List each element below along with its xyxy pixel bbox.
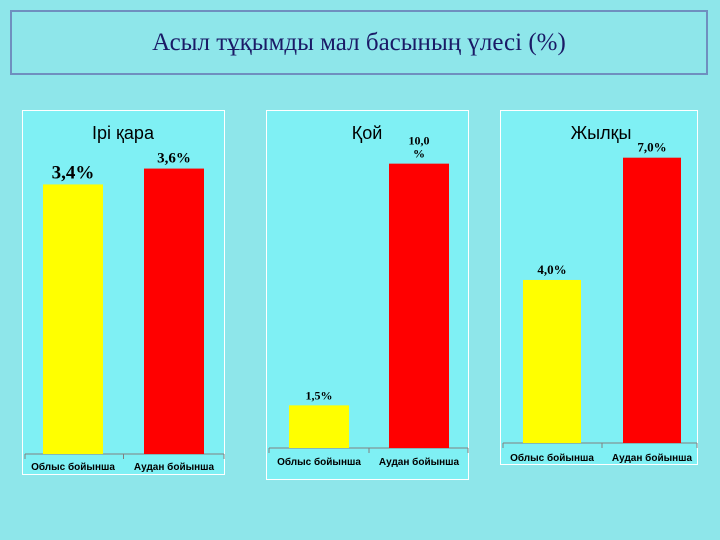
- category-label: Аудан бойынша: [612, 452, 693, 464]
- bar-audan: [144, 168, 204, 455]
- chart-koi: Қой 1,5% Облыс бойынша 10,0 % Аудан бойынша: [268, 123, 469, 468]
- chart-title: Қой: [352, 123, 383, 143]
- category-label: Аудан бойынша: [134, 461, 215, 473]
- category-label: Облыс бойынша: [31, 461, 115, 473]
- chart-title: Ірі қара: [92, 123, 155, 143]
- data-label: 7,0%: [637, 140, 666, 155]
- chart-panel-koi: Қой 1,5% Облыс бойынша 10,0% Аудан бойынша: [266, 110, 469, 480]
- data-label: 10,0%: [409, 134, 430, 161]
- category-label: Облыс бойынша: [510, 452, 594, 464]
- page-title: Асыл тұқымды мал басының үлесі (%): [152, 28, 566, 56]
- chart-title: Жылқы: [571, 123, 632, 143]
- bar-audan: [623, 157, 681, 444]
- chart-panel-iri-kara: Ірі қара 3,4% Облыс бойынша 3,6% Аудан бойын…: [22, 110, 225, 475]
- data-label: 1,5%: [306, 388, 333, 402]
- chart-zhylky: Жылқы 4,0% Облыс бойынша 7,0% Аудан бойынша: [502, 123, 698, 464]
- bar-oblys: [43, 184, 103, 454]
- data-label: 3,6%: [157, 151, 191, 167]
- category-label: Облыс бойынша: [277, 456, 361, 468]
- data-label: 4,0%: [537, 262, 566, 277]
- bar-oblys: [523, 279, 581, 443]
- chart-iri-kara: Ірі қара 3,4% Облыс бойынша 3,6% Аудан бойын…: [24, 123, 225, 473]
- bar-audan: [389, 163, 449, 449]
- title-box: Асыл тұқымды мал басының үлесі (%): [10, 10, 708, 75]
- bar-oblys: [289, 405, 349, 448]
- category-label: Аудан бойынша: [379, 456, 460, 468]
- data-label: 3,4%: [52, 162, 95, 183]
- chart-panel-zhylky: Жылқы 4,0% Облыс бойынша 7,0% Аудан бойынша: [500, 110, 698, 465]
